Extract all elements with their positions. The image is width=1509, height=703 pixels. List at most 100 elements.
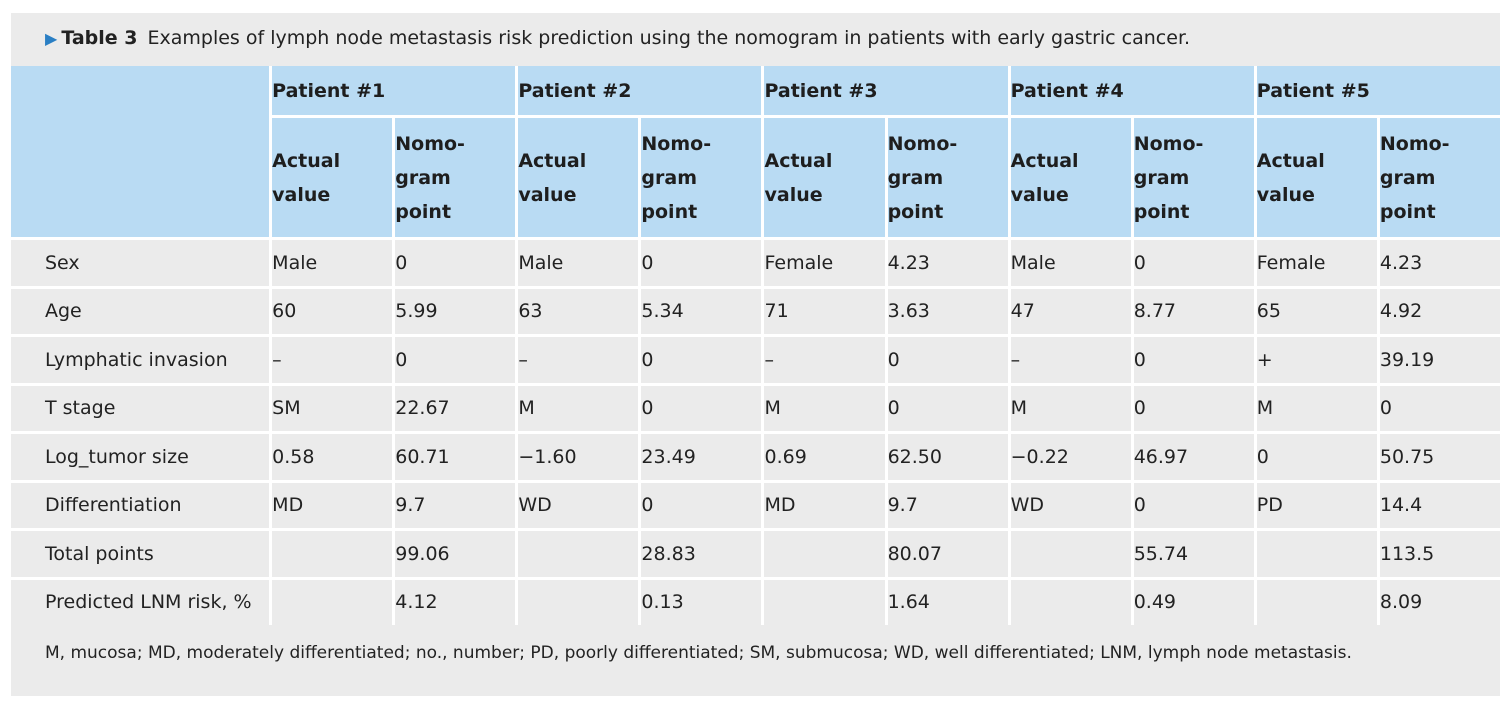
- actual-value-cell: MD: [269, 479, 393, 528]
- patient-header: Patient #4: [1007, 66, 1254, 118]
- header-line: Actual: [1010, 149, 1079, 172]
- nomogram-point-cell: 5.34: [638, 285, 762, 334]
- actual-value-cell: [1007, 576, 1131, 625]
- row-label: Age: [11, 285, 270, 335]
- header-line: Nomo-: [395, 132, 465, 155]
- actual-value-cell: –: [761, 334, 885, 383]
- nomogram-point-cell: 0: [884, 334, 1008, 383]
- table-row: Predicted LNM risk, % 4.12 0.13 1.64 0.49 8.0…: [11, 576, 1500, 625]
- header-line: point: [641, 200, 698, 223]
- patient-header: Patient #1: [269, 66, 516, 118]
- nomogram-point-cell: 0: [392, 237, 516, 286]
- actual-value-header: Actual value: [515, 118, 639, 237]
- actual-value-cell: M: [761, 382, 885, 431]
- header-line: Actual: [272, 149, 341, 172]
- actual-value-cell: [1253, 528, 1377, 577]
- patient-header: Patient #2: [515, 66, 762, 118]
- actual-value-cell: 0.58: [269, 431, 393, 480]
- nomogram-point-cell: 0: [1130, 334, 1254, 383]
- header-line: value: [272, 183, 331, 206]
- actual-value-cell: −0.22: [1007, 431, 1131, 480]
- nomogram-point-cell: 9.7: [392, 479, 516, 528]
- actual-value-cell: [515, 528, 639, 577]
- nomogram-point-header: Nomo-gram point: [1130, 118, 1254, 237]
- actual-value-cell: WD: [515, 479, 639, 528]
- nomogram-point-cell: 23.49: [638, 431, 762, 480]
- nomogram-point-cell: 4.12: [392, 576, 516, 625]
- actual-value-cell: [269, 528, 393, 577]
- header-line: Actual: [764, 149, 833, 172]
- nomogram-point-cell: 5.99: [392, 285, 516, 334]
- actual-value-cell: [515, 576, 639, 625]
- nomogram-point-cell: 1.64: [884, 576, 1008, 625]
- actual-value-cell: Male: [515, 237, 639, 286]
- actual-value-cell: [1253, 576, 1377, 625]
- actual-value-cell: 65: [1253, 285, 1377, 334]
- table-row: Age 60 5.99 63 5.34 71 3.63 47 8.77 65 4.92: [11, 285, 1500, 335]
- nomogram-point-header: Nomo-gram point: [884, 118, 1008, 237]
- nomogram-point-header: Nomo-gram point: [1376, 118, 1500, 237]
- nomogram-point-cell: 113.5: [1376, 528, 1500, 577]
- header-line: gram: [1133, 166, 1190, 189]
- caption-text: Examples of lymph node metastasis risk p…: [147, 27, 1191, 49]
- table-row: Log_tumor size 0.58 60.71 −1.60 23.49 0.69 62.…: [11, 431, 1500, 480]
- nomogram-point-cell: 8.09: [1376, 576, 1500, 625]
- header-line: value: [1256, 183, 1315, 206]
- row-label: Lymphatic invasion: [11, 334, 270, 383]
- actual-value-header: Actual value: [269, 118, 393, 237]
- header-line: Nomo-: [641, 132, 712, 155]
- table-row: Lymphatic invasion –0–0–0–0 +39.19: [11, 334, 1500, 383]
- nomogram-point-cell: 0: [638, 237, 762, 286]
- nomogram-point-cell: 22.67: [392, 382, 516, 431]
- caption-arrow-icon: ▶: [45, 28, 58, 48]
- nomogram-point-cell: 60.71: [392, 431, 516, 480]
- nomogram-point-cell: 0: [1130, 382, 1254, 431]
- nomogram-point-cell: 8.77: [1130, 285, 1254, 334]
- table-row: Sex Male 0 Male 0 Female 4.23 Male 0 Female 4.23: [11, 237, 1500, 286]
- actual-value-cell: 47: [1007, 285, 1131, 334]
- actual-value-cell: Female: [1253, 237, 1377, 286]
- header-line: value: [518, 183, 577, 206]
- actual-value-cell: Male: [269, 237, 393, 286]
- nomogram-point-header: Nomo-gram point: [638, 118, 762, 237]
- nomogram-point-cell: 0.49: [1130, 576, 1254, 625]
- nomogram-point-cell: 0: [638, 382, 762, 431]
- nomogram-point-cell: 80.07: [884, 528, 1008, 577]
- header-line: Nomo-: [887, 132, 958, 155]
- header-line: Nomo-: [1379, 132, 1450, 155]
- table-row: Total points 99.06 28.83 80.07 55.74 113.5: [11, 528, 1500, 577]
- caption-label: Table 3: [61, 27, 138, 49]
- actual-value-cell: M: [1007, 382, 1131, 431]
- nomogram-point-cell: 0.13: [638, 576, 762, 625]
- header-line: value: [764, 183, 823, 206]
- header-line: gram: [1379, 166, 1436, 189]
- nomogram-point-cell: 4.92: [1376, 285, 1500, 334]
- nomogram-point-cell: 4.23: [884, 237, 1008, 286]
- header-line: value: [1010, 183, 1069, 206]
- actual-value-cell: −1.60: [515, 431, 639, 480]
- header-line: gram: [641, 166, 697, 189]
- actual-value-cell: Male: [1007, 237, 1131, 286]
- row-label: Total points: [11, 528, 270, 577]
- nomogram-point-cell: 0: [638, 334, 762, 383]
- actual-value-header: Actual value: [761, 118, 885, 237]
- actual-value-cell: 0.69: [761, 431, 885, 480]
- actual-value-cell: M: [515, 382, 639, 431]
- patient-header-row: Patient #1 Patient #2 Patient #3 Patient…: [11, 66, 1500, 237]
- row-label: Log_tumor size: [11, 431, 270, 480]
- table-row: Differentiation MD 9.7 WD 0 MD 9.7 WD 0 PD 14.4: [11, 479, 1500, 528]
- subheader-row: Actual value Nomo-gram point Actual value Nomo…: [11, 118, 1500, 237]
- actual-value-cell: –: [515, 334, 639, 383]
- nomogram-point-cell: 28.83: [638, 528, 762, 577]
- actual-value-cell: PD: [1253, 479, 1377, 528]
- patient-header: Patient #5: [1253, 66, 1500, 118]
- actual-value-cell: [1007, 528, 1131, 577]
- header-line: point: [887, 200, 944, 223]
- nomogram-point-cell: 55.74: [1130, 528, 1254, 577]
- actual-value-cell: [761, 528, 885, 577]
- table-caption: ▶ Table 3 Examples of lymph node metasta…: [11, 13, 1500, 63]
- header-line: Actual: [1256, 149, 1325, 172]
- header-line: point: [1379, 200, 1436, 223]
- nomogram-point-cell: 4.23: [1376, 237, 1500, 286]
- nomogram-point-cell: 0: [884, 382, 1008, 431]
